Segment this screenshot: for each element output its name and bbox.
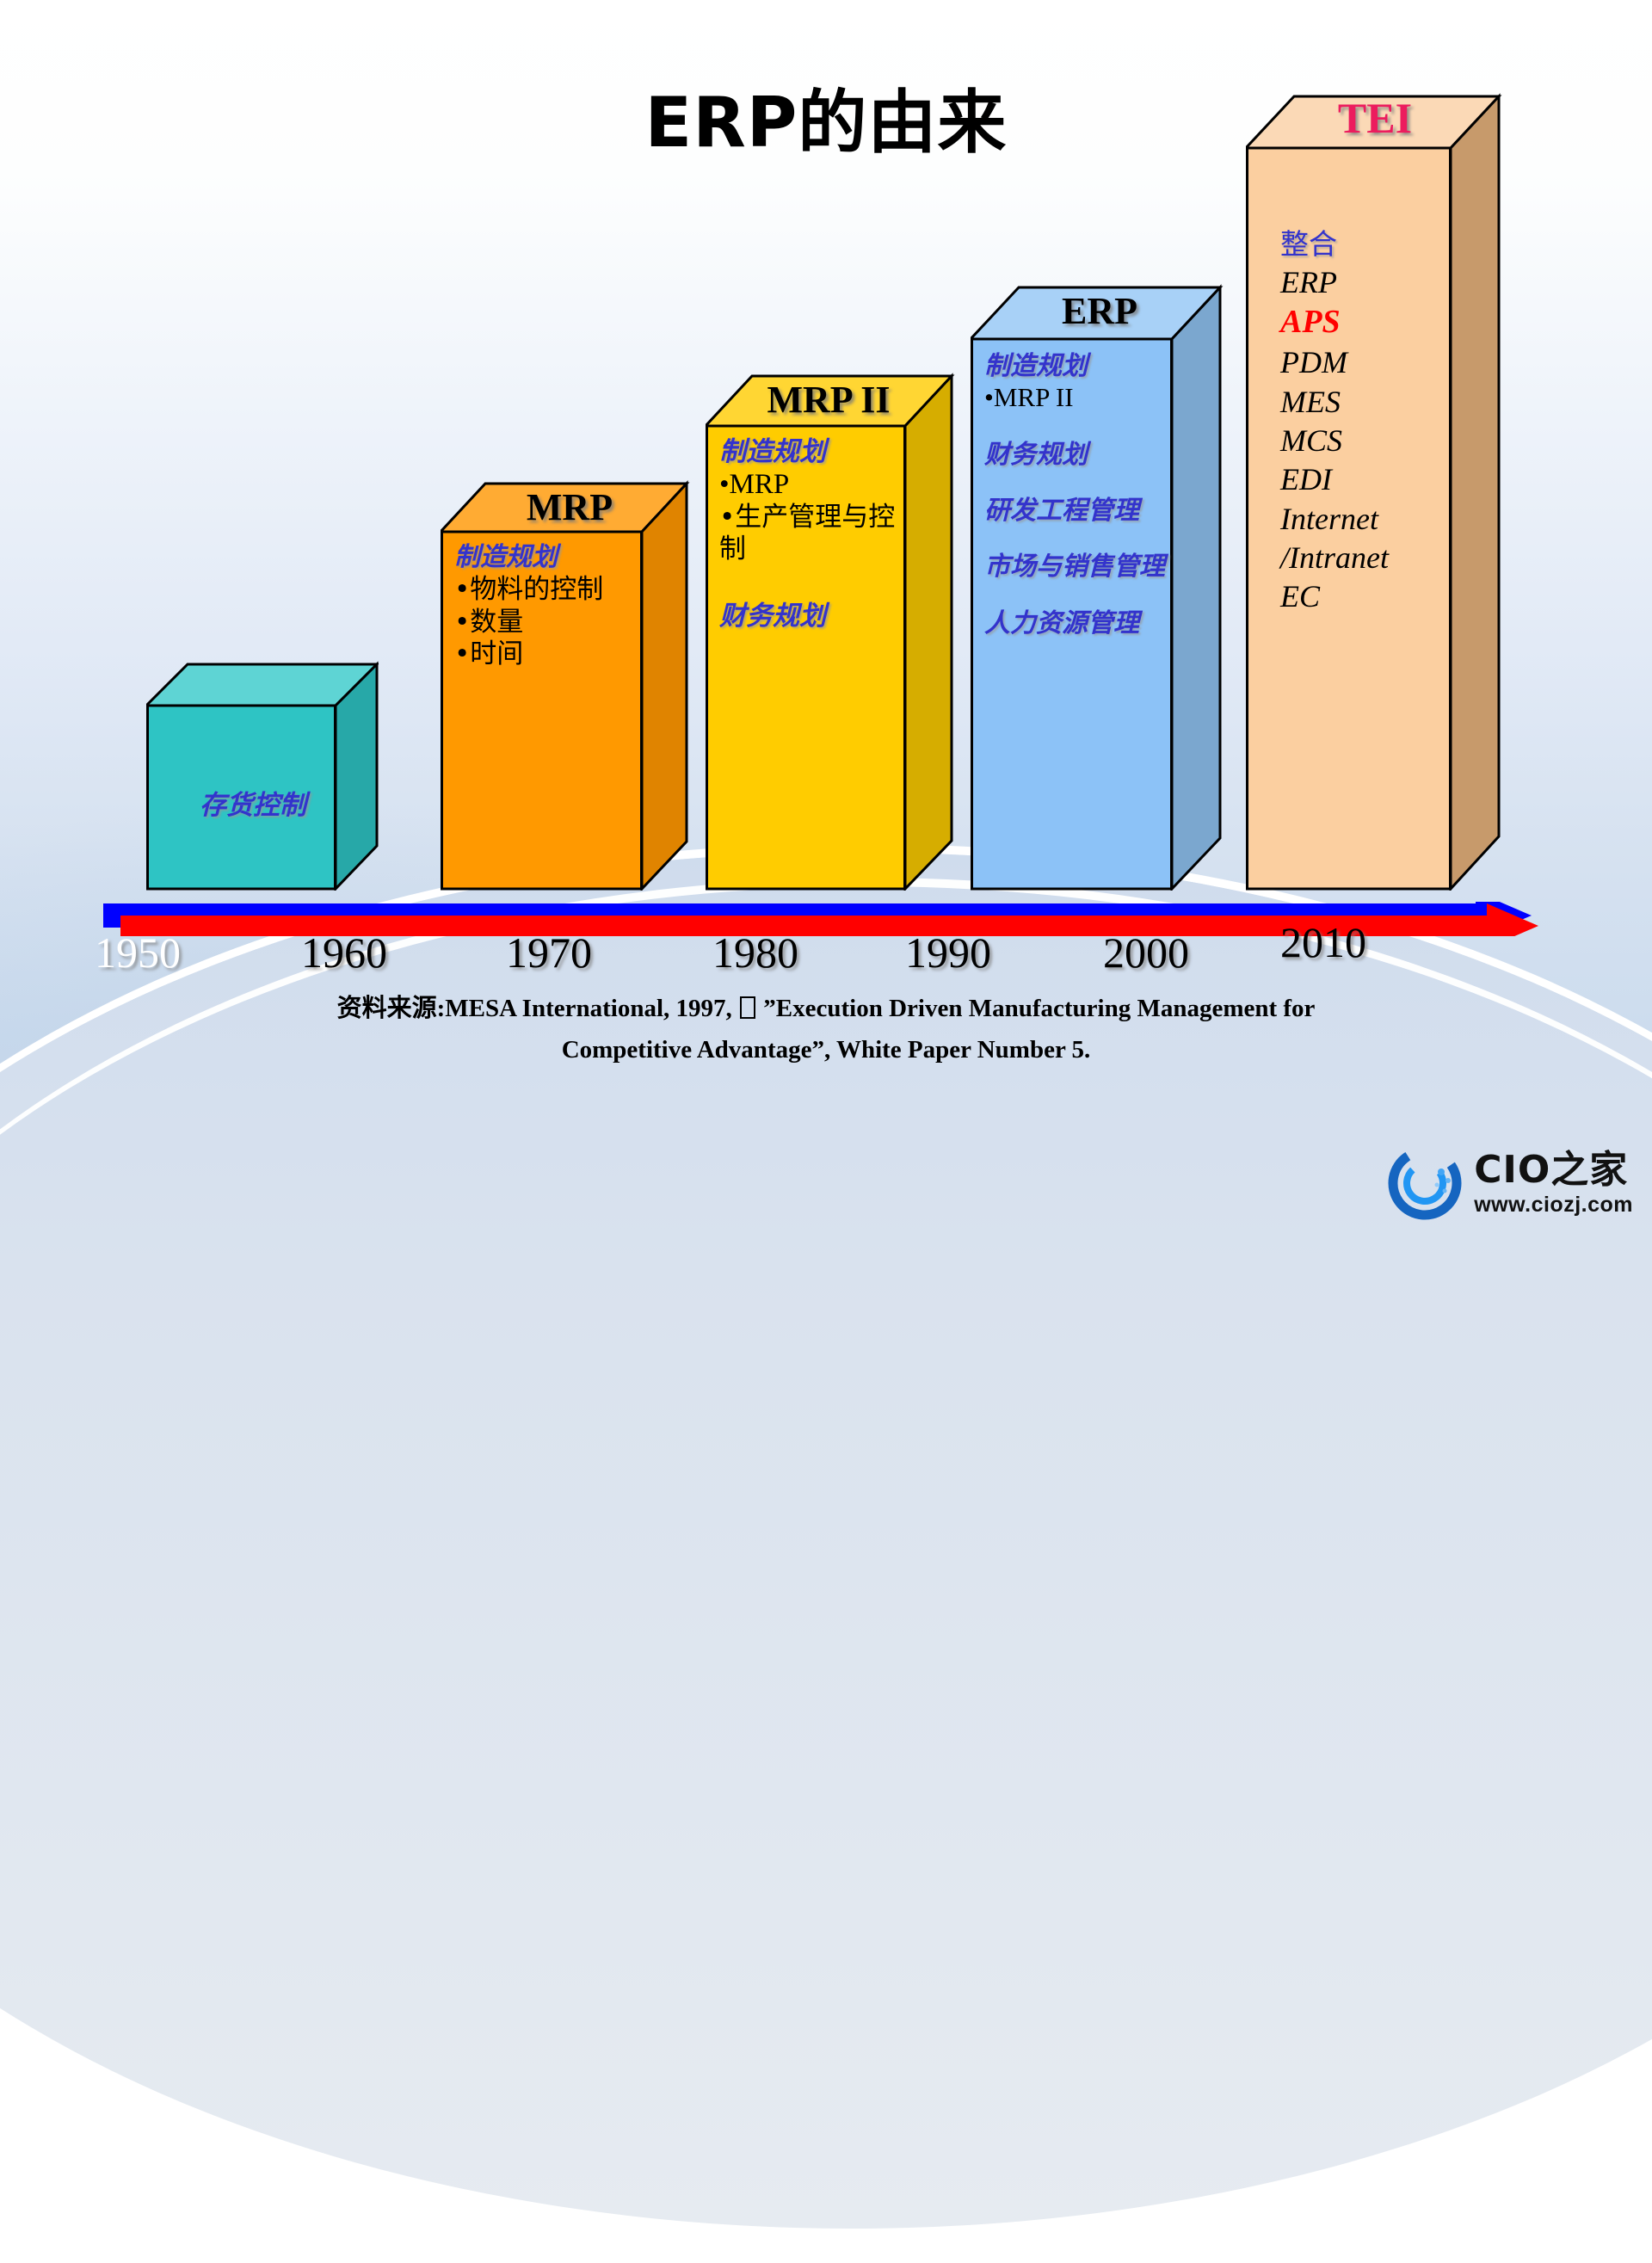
- bar-erp-line-5: 研发工程管理: [984, 495, 1139, 526]
- bar-erp-spacer-2: [984, 470, 1182, 496]
- bar-mrp: MRP 制造规划 •物料的控制 •数量 •时间: [441, 473, 690, 891]
- page-title: ERP的由来: [644, 83, 1008, 163]
- bar-inventory-body: 存货控制: [146, 706, 358, 897]
- bar-mrp-ii-spacer: [719, 566, 915, 601]
- timeline-axis: [103, 902, 1538, 936]
- cio-home-logo[interactable]: CIO之家 www.ciozj.com: [1388, 1146, 1633, 1220]
- bar-tei-line-7: Internet: [1280, 501, 1378, 536]
- year-label-2000: 2000: [1103, 928, 1189, 977]
- bar-inventory-line-0: 存货控制: [200, 790, 306, 822]
- source-text-a: :MESA International, 1997,: [436, 995, 739, 1022]
- bar-mrp-body: 制造规划 •物料的控制 •数量 •时间: [442, 533, 663, 670]
- bar-tei-line-8: /Intranet: [1280, 540, 1389, 575]
- bar-erp-line-7: 市场与销售管理: [984, 552, 1165, 583]
- bar-tei-line-6: EDI: [1280, 462, 1332, 497]
- bar-inventory-shape: [146, 661, 379, 891]
- bar-mrp-ii-line-0: 制造规划: [719, 436, 826, 467]
- bar-mrp-ii-line-2: •生产管理与控制: [719, 502, 896, 565]
- bar-tei-line-0: 整合: [1280, 227, 1337, 261]
- cio-logo-name: CIO之家: [1474, 1147, 1629, 1192]
- bar-erp: ERP 制造规划 •MRP II 财务规划 研发工程管理 市场与销售管理 人力资…: [971, 277, 1224, 891]
- bar-tei-line-5: MCS: [1280, 422, 1342, 458]
- source-footnote-line-1: 资料来源:MESA International, 1997, ”Executio…: [0, 988, 1652, 1030]
- bar-erp-spacer-4: [984, 583, 1182, 608]
- bar-mrp-ii-line-4: 财务规划: [719, 600, 826, 632]
- bar-erp-body: 制造规划 •MRP II 财务规划 研发工程管理 市场与销售管理 人力资源管理: [972, 342, 1193, 638]
- bar-tei-line-4: MES: [1280, 384, 1341, 419]
- year-label-1980: 1980: [712, 928, 798, 977]
- bar-erp-line-3: 财务规划: [984, 439, 1088, 470]
- bar-mrp-line-3: •时间: [454, 638, 524, 669]
- bar-erp-line-1: •MRP II: [984, 382, 1074, 413]
- cio-logo-url: www.ciozj.com: [1474, 1192, 1633, 1217]
- bar-mrp-line-2: •数量: [454, 606, 524, 638]
- bar-erp-spacer-3: [984, 526, 1182, 552]
- bar-mrp-shape: [441, 480, 690, 891]
- bar-tei-shape: [1246, 93, 1502, 891]
- bar-mrp-ii-line-1: •MRP: [719, 468, 790, 500]
- year-label-2010: 2010: [1280, 918, 1366, 966]
- bar-tei-line-3: PDM: [1280, 345, 1347, 380]
- year-label-1970: 1970: [506, 928, 592, 977]
- bar-erp-shape: [971, 284, 1224, 891]
- background-swoosh-highlight: [0, 878, 1652, 2263]
- bar-erp-spacer-1: [984, 414, 1182, 440]
- source-footnote: 资料来源:MESA International, 1997, ”Executio…: [0, 988, 1652, 1071]
- bar-tei-line-9: EC: [1280, 579, 1321, 614]
- cio-logo-text: CIO之家 www.ciozj.com: [1474, 1147, 1633, 1217]
- bar-mrp-ii-body: 制造规划 •MRP •生产管理与控制 财务规划: [707, 428, 926, 632]
- bar-mrp-ii-shape: [706, 373, 955, 891]
- source-text-b: ”Execution Driven Manufacturing Manageme…: [757, 995, 1316, 1022]
- bar-mrp-ii: MRP II 制造规划 •MRP •生产管理与控制 财务规划: [706, 366, 955, 891]
- source-footnote-line-2: Competitive Advantage”, White Paper Numb…: [561, 1035, 1091, 1064]
- year-label-1950: 1950: [95, 928, 181, 977]
- source-label: 资料来源: [336, 993, 437, 1022]
- bar-mrp-line-0: 制造规划: [454, 542, 558, 572]
- year-label-1990: 1990: [905, 928, 991, 977]
- missing-glyph-icon: [740, 996, 756, 1019]
- bar-tei-body: 整合 ERP APS PDM MES MCS EDI Internet /Int…: [1248, 219, 1449, 617]
- bar-inventory-control: 存货控制: [146, 654, 379, 891]
- bar-erp-line-0: 制造规划: [984, 351, 1088, 381]
- bar-tei-line-1: ERP: [1280, 264, 1337, 299]
- year-label-1960: 1960: [301, 928, 387, 977]
- timeline-year-labels: 1950 1960 1970 1980 1990 2000 2010: [0, 918, 1652, 988]
- cio-logo-mark-icon: [1388, 1146, 1462, 1220]
- bar-tei-line-2: APS: [1280, 304, 1341, 341]
- bar-erp-line-9: 人力资源管理: [984, 607, 1139, 638]
- bar-mrp-line-1: •物料的控制: [454, 574, 604, 606]
- bar-tei: TEI 整合 ERP APS PDM MES MCS EDI Internet …: [1246, 86, 1504, 891]
